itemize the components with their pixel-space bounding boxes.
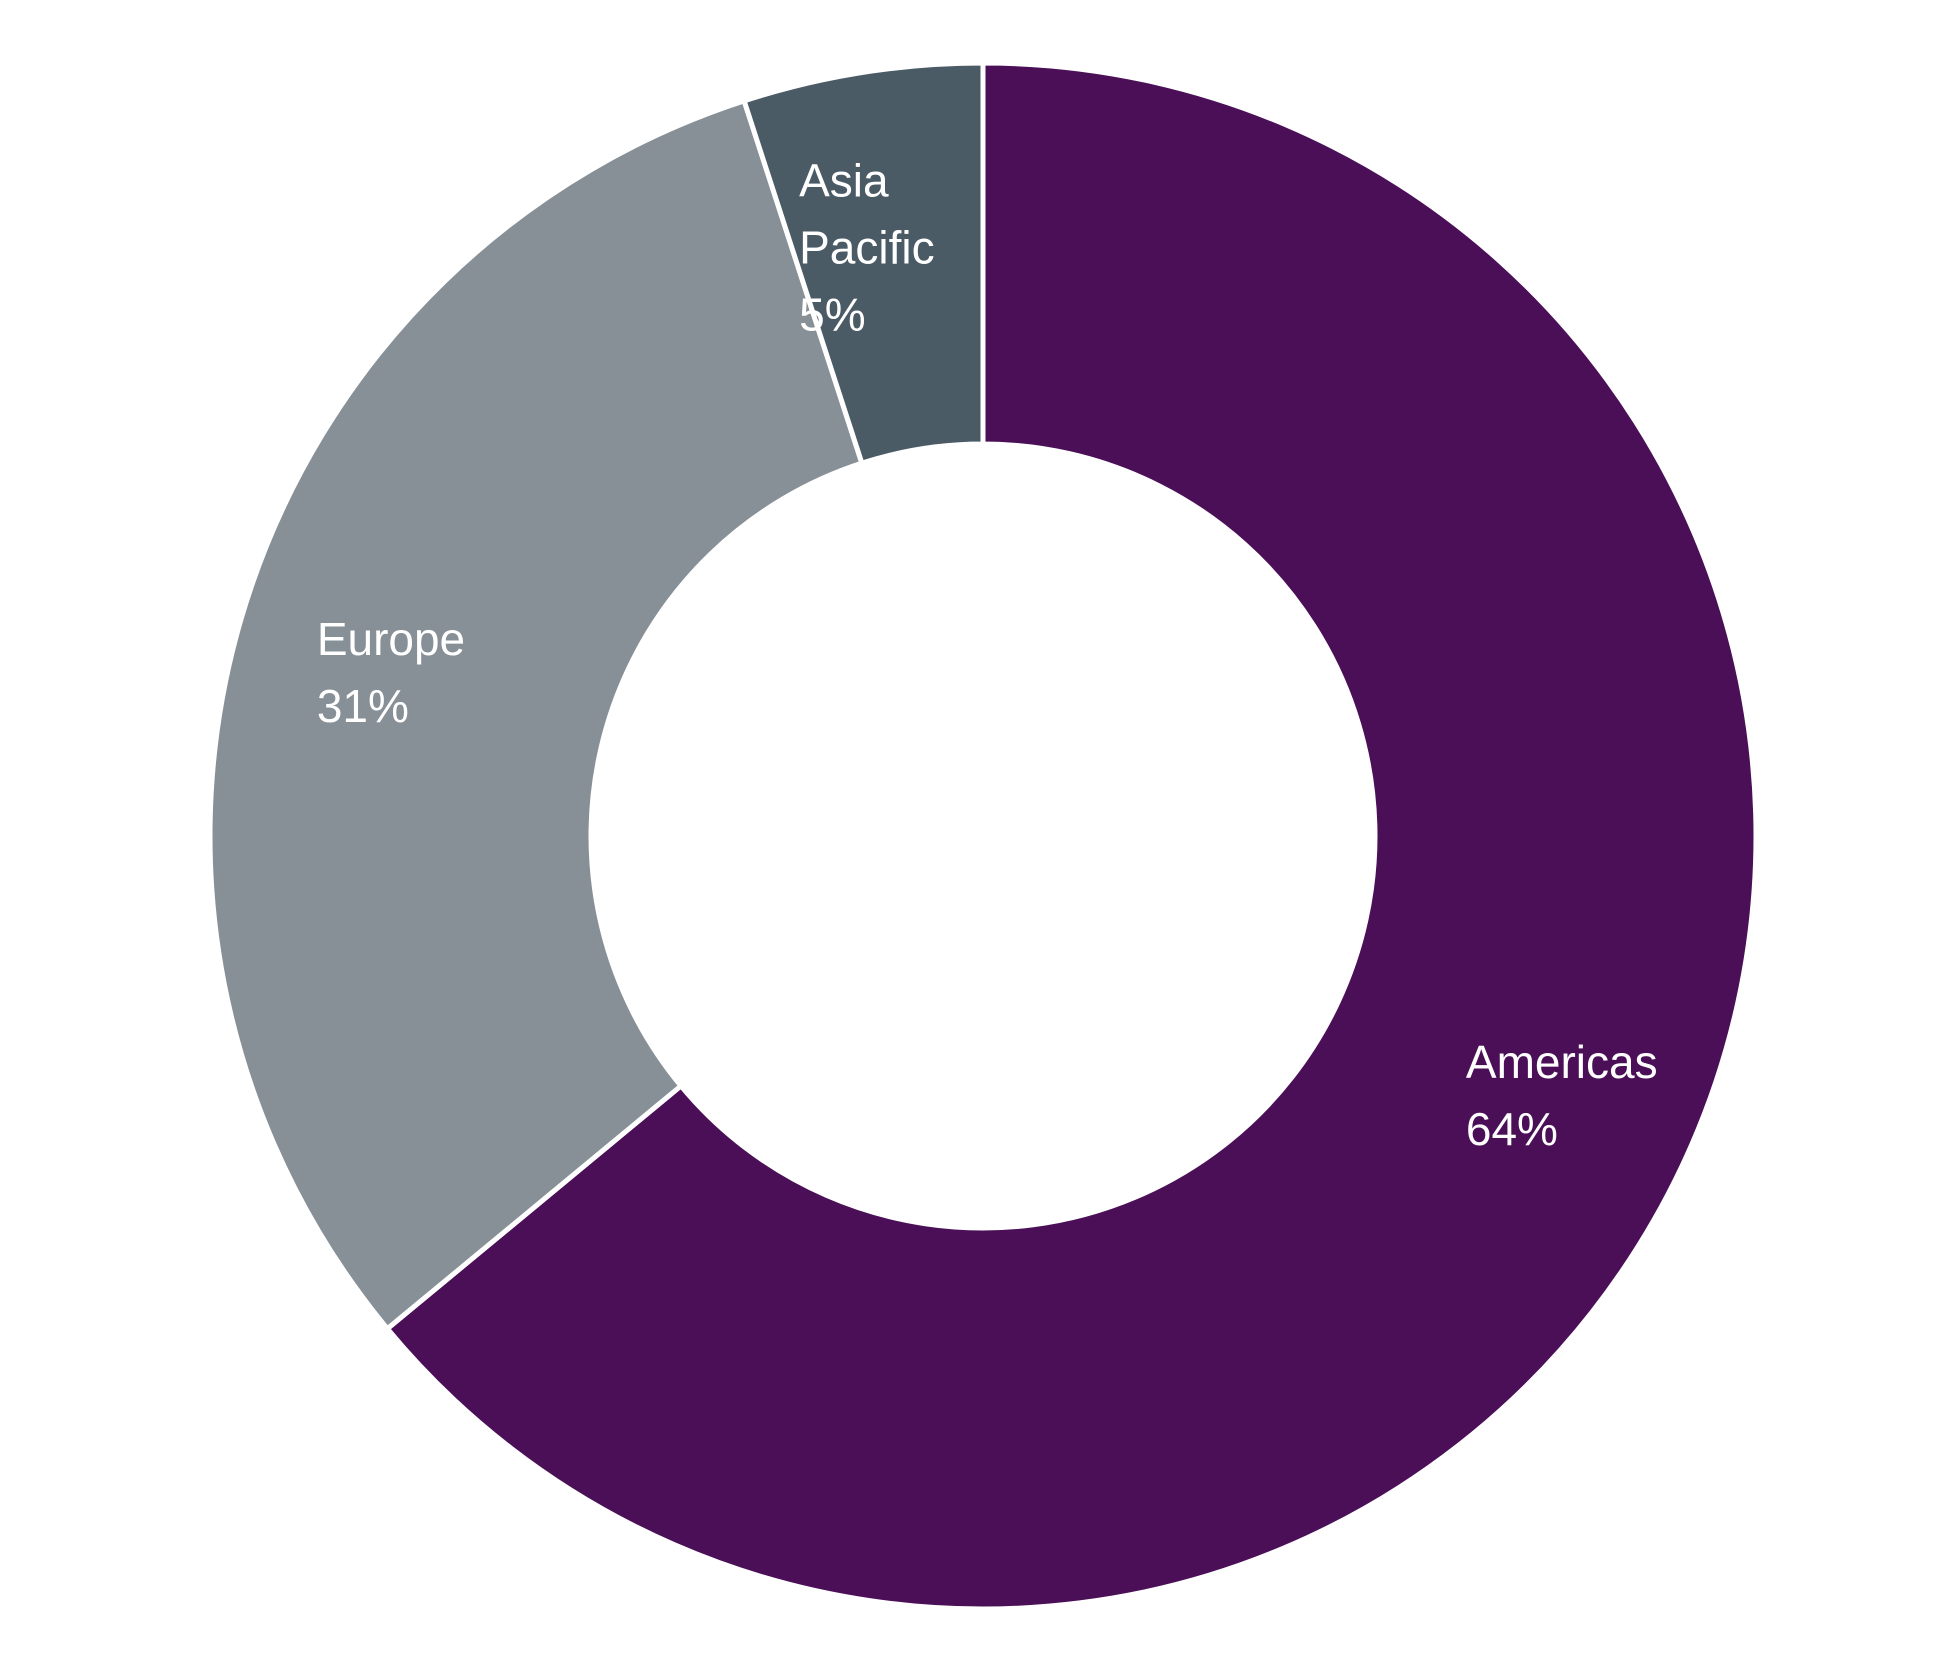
label-asia-pacific-value: 5%	[799, 288, 865, 340]
label-asia-pacific: Asia Pacific 5%	[799, 154, 934, 340]
label-europe-line-1: Europe	[317, 613, 465, 665]
donut-labels: Americas 64% Europe 31% Asia Pacific 5%	[317, 154, 1658, 1155]
slice-asia-pacific	[740, 60, 986, 467]
label-americas-value: 64%	[1466, 1103, 1558, 1155]
slice-europe	[207, 97, 866, 1333]
donut-slices	[207, 60, 1759, 1612]
label-asia-pacific-line-2: Pacific	[799, 221, 934, 273]
label-americas-line-1: Americas	[1466, 1036, 1658, 1088]
label-europe: Europe 31%	[317, 613, 465, 732]
label-americas: Americas 64%	[1466, 1036, 1658, 1155]
slice-americas	[383, 60, 1759, 1612]
label-asia-pacific-line-1: Asia	[799, 154, 889, 206]
label-europe-value: 31%	[317, 680, 409, 732]
